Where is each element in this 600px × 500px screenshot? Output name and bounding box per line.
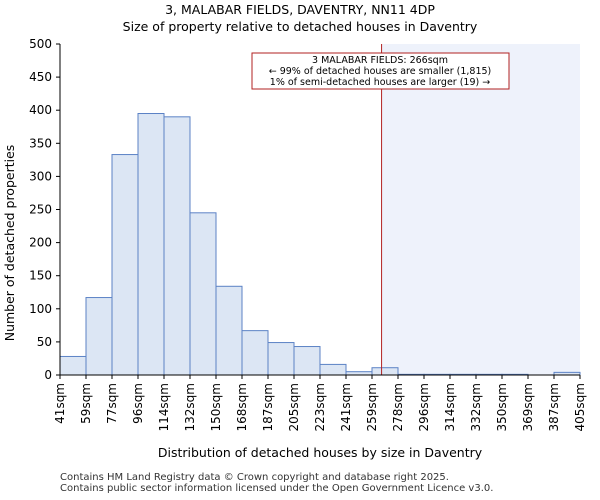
y-tick-label: 100 <box>29 302 52 316</box>
bar-168sqm <box>241 330 269 376</box>
annotation-box: 3 MALABAR FIELDS: 266sqm ← 99% of detach… <box>251 52 510 90</box>
highlight-region <box>381 44 580 375</box>
annotation-line-2: ← 99% of detached houses are smaller (1,… <box>269 66 492 77</box>
bar-223sqm <box>319 363 347 376</box>
bar-96sqm <box>137 113 165 376</box>
y-tick-label: 350 <box>29 136 52 150</box>
x-tick-label: 314sqm <box>443 383 457 431</box>
x-tick-label: 77sqm <box>105 383 119 424</box>
bar-41sqm <box>59 355 87 376</box>
x-tick-label: 332sqm <box>469 383 483 431</box>
x-tick-label: 96sqm <box>131 383 145 424</box>
chart-title: 3, MALABAR FIELDS, DAVENTRY, NN11 4DP <box>165 2 435 17</box>
bar-114sqm <box>163 116 191 376</box>
x-tick-label: 187sqm <box>261 383 275 431</box>
x-tick-label: 350sqm <box>495 383 509 431</box>
x-axis-label: Distribution of detached houses by size … <box>158 445 483 460</box>
x-tick-label: 241sqm <box>339 383 353 431</box>
x-tick-label: 296sqm <box>417 383 431 431</box>
chart-subtitle: Size of property relative to detached ho… <box>123 19 478 34</box>
x-tick-label: 405sqm <box>573 383 587 431</box>
x-tick-label: 369sqm <box>521 383 535 431</box>
footer-line-1: Contains HM Land Registry data © Crown c… <box>60 472 449 483</box>
bar-259sqm <box>371 367 399 376</box>
x-tick-label: 168sqm <box>235 383 249 431</box>
bar-59sqm <box>85 297 113 376</box>
y-tick-label: 500 <box>29 37 52 51</box>
annotation-line-1: 3 MALABAR FIELDS: 266sqm <box>312 55 448 66</box>
x-tick-label: 387sqm <box>547 383 561 431</box>
x-tick-label: 59sqm <box>79 383 93 424</box>
footer-line-2: Contains public sector information licen… <box>60 483 494 494</box>
x-tick-label: 150sqm <box>209 383 223 431</box>
bar-205sqm <box>293 346 321 376</box>
x-tick-label: 259sqm <box>365 383 379 431</box>
x-tick-label: 205sqm <box>287 383 301 431</box>
y-tick-label: 450 <box>29 70 52 84</box>
y-tick-label: 150 <box>29 269 52 283</box>
annotation-line-3: 1% of semi-detached houses are larger (1… <box>270 77 490 88</box>
y-axis-label: Number of detached properties <box>2 145 17 342</box>
x-tick-label: 223sqm <box>313 383 327 431</box>
x-tick-label: 114sqm <box>157 383 171 431</box>
y-tick-label: 200 <box>29 236 52 250</box>
bar-187sqm <box>267 342 295 376</box>
bar-77sqm <box>111 154 139 376</box>
bar-150sqm <box>215 285 243 376</box>
y-tick-label: 300 <box>29 169 52 183</box>
bar-132sqm <box>189 212 217 376</box>
y-tick-label: 400 <box>29 103 52 117</box>
y-tick-label: 250 <box>29 203 52 217</box>
y-tick-label: 0 <box>44 368 52 382</box>
y-tick-label: 50 <box>37 335 52 349</box>
x-tick-label: 278sqm <box>391 383 405 431</box>
x-tick-label: 41sqm <box>53 383 67 424</box>
x-tick-label: 132sqm <box>183 383 197 431</box>
